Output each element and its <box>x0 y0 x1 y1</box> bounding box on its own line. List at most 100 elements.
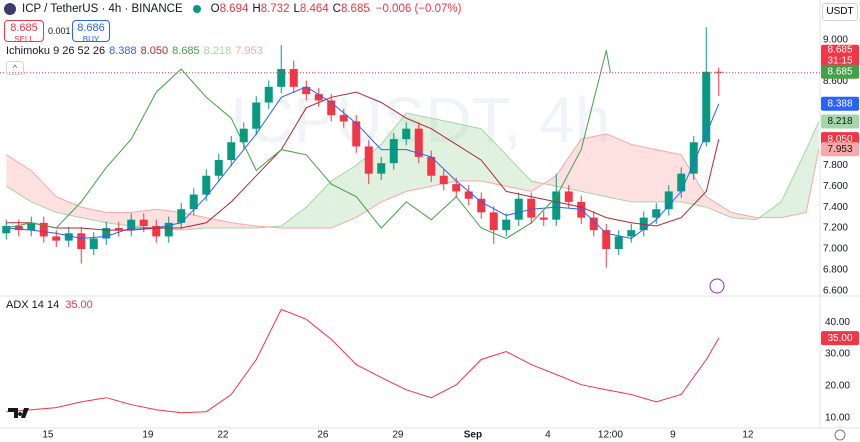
candle-body <box>339 115 348 122</box>
adx-tag: 35.00 <box>827 333 852 344</box>
candle-body <box>539 217 548 220</box>
candle-body <box>564 191 573 202</box>
price-tag-bg <box>821 44 859 67</box>
candle-body <box>227 142 236 161</box>
indicator-value: 8.685 <box>172 45 200 57</box>
sell-price: 8.685 <box>10 22 38 34</box>
adx-tick-label: 30.00 <box>825 349 850 360</box>
chikou-tag-bg <box>821 64 859 79</box>
candle-body <box>214 160 223 176</box>
cloud-segment <box>781 149 807 218</box>
ohlc-value: 8.464 <box>299 3 329 15</box>
adx-tick-label: 20.00 <box>825 381 850 392</box>
indicator-value: 8.388 <box>109 45 137 57</box>
ohlc-value: 8.694 <box>219 3 249 15</box>
sell-button[interactable]: 8.685 SELL <box>4 20 44 44</box>
sell-label: SELL <box>14 35 34 44</box>
x-tick-label: 15 <box>42 430 54 441</box>
y-tick-label: 7.800 <box>823 160 848 171</box>
candle-body <box>702 71 711 143</box>
ohlc-item: O8.694 <box>211 3 249 15</box>
candle-body <box>289 69 298 87</box>
adx-legend[interactable]: ADX 14 14 35.00 <box>6 299 93 311</box>
candle-body <box>314 94 323 101</box>
ohlc-item: C8.685 <box>333 3 370 15</box>
cloud-segment <box>56 196 82 218</box>
candle-body <box>489 212 498 231</box>
candle-body <box>389 139 398 164</box>
span-b-tag-bg <box>821 142 859 157</box>
adx-value: 35.00 <box>65 299 93 311</box>
adx-tick-label: 40.00 <box>825 317 850 328</box>
symbol-icon <box>4 3 16 15</box>
cloud-segment <box>606 133 632 202</box>
candle-body <box>14 225 23 231</box>
candle-body <box>502 219 511 231</box>
currency-button[interactable]: USDT <box>822 3 858 21</box>
y-tick-label: 8.600 <box>823 76 848 87</box>
chikou-tag: 8.685 <box>827 66 852 77</box>
tenkan-tag-bg <box>821 96 859 111</box>
candle-body <box>627 230 636 237</box>
candle-body <box>527 198 536 218</box>
candle-body <box>602 230 611 249</box>
candle-body <box>64 233 73 241</box>
cloud-segment <box>681 154 707 208</box>
candle-body <box>152 225 161 237</box>
candle-body <box>164 222 173 237</box>
candle-body <box>639 217 648 231</box>
settings-icon <box>834 429 846 441</box>
x-tick-label: 4 <box>545 430 551 441</box>
candle-body <box>364 146 373 174</box>
candle-body <box>52 236 61 241</box>
cloud-segment <box>431 118 457 187</box>
ichimoku-line <box>6 50 611 240</box>
candle-body <box>714 71 723 73</box>
candle-body <box>652 209 661 218</box>
buy-button[interactable]: 8.686 BUY <box>72 20 110 44</box>
x-tick-label: 19 <box>142 430 154 441</box>
market-status <box>192 5 201 13</box>
x-tick-label: 26 <box>317 430 329 441</box>
candle-body <box>77 233 86 249</box>
candle-body <box>477 198 486 213</box>
candle-body <box>552 191 561 220</box>
adx-tag-bg <box>821 331 859 346</box>
x-tick-label: 29 <box>392 430 404 441</box>
y-tick-label: 7.200 <box>823 223 848 234</box>
candle-body <box>689 142 698 174</box>
price-tag: 8.685 <box>827 44 852 55</box>
candle-body <box>202 175 211 195</box>
candle-body <box>614 236 623 249</box>
cloud-segment <box>206 217 232 228</box>
cloud-segment <box>331 165 357 228</box>
cloud-segment <box>481 128 507 187</box>
ohlc-key: O <box>210 3 220 15</box>
candle-body <box>464 191 473 199</box>
symbol[interactable]: ICP / TetherUS · 4h · BINANCE <box>22 3 183 15</box>
x-tick-label: 9 <box>670 430 676 441</box>
cloud-segment <box>506 154 532 192</box>
span-a-tag: 8.218 <box>827 116 852 127</box>
candle-body <box>352 121 361 147</box>
collapse-button[interactable]: ^ <box>6 61 24 75</box>
cloud-segment <box>556 139 582 192</box>
candle-body <box>252 102 261 129</box>
candle-body <box>2 225 11 234</box>
x-tick-label: 12 <box>742 430 754 441</box>
candle-body <box>414 128 423 157</box>
span-a-tag-bg <box>821 114 859 129</box>
cloud-segment <box>581 133 607 197</box>
candle-body <box>89 238 98 249</box>
buy-label: BUY <box>82 35 100 44</box>
adx-name: ADX 14 14 <box>6 299 60 311</box>
candle-body <box>177 209 186 223</box>
ohlc-item: L8.464 <box>293 3 328 15</box>
indicator-legend[interactable]: Ichimoku 9 26 52 26 8.388 8.050 8.685 8.218 7… <box>6 45 263 57</box>
y-tick-label: 6.600 <box>823 285 848 296</box>
ohlc-key: C <box>332 3 341 15</box>
candle-body <box>427 156 436 176</box>
candle-body <box>514 198 523 220</box>
tenkan-tag: 8.388 <box>827 98 852 109</box>
